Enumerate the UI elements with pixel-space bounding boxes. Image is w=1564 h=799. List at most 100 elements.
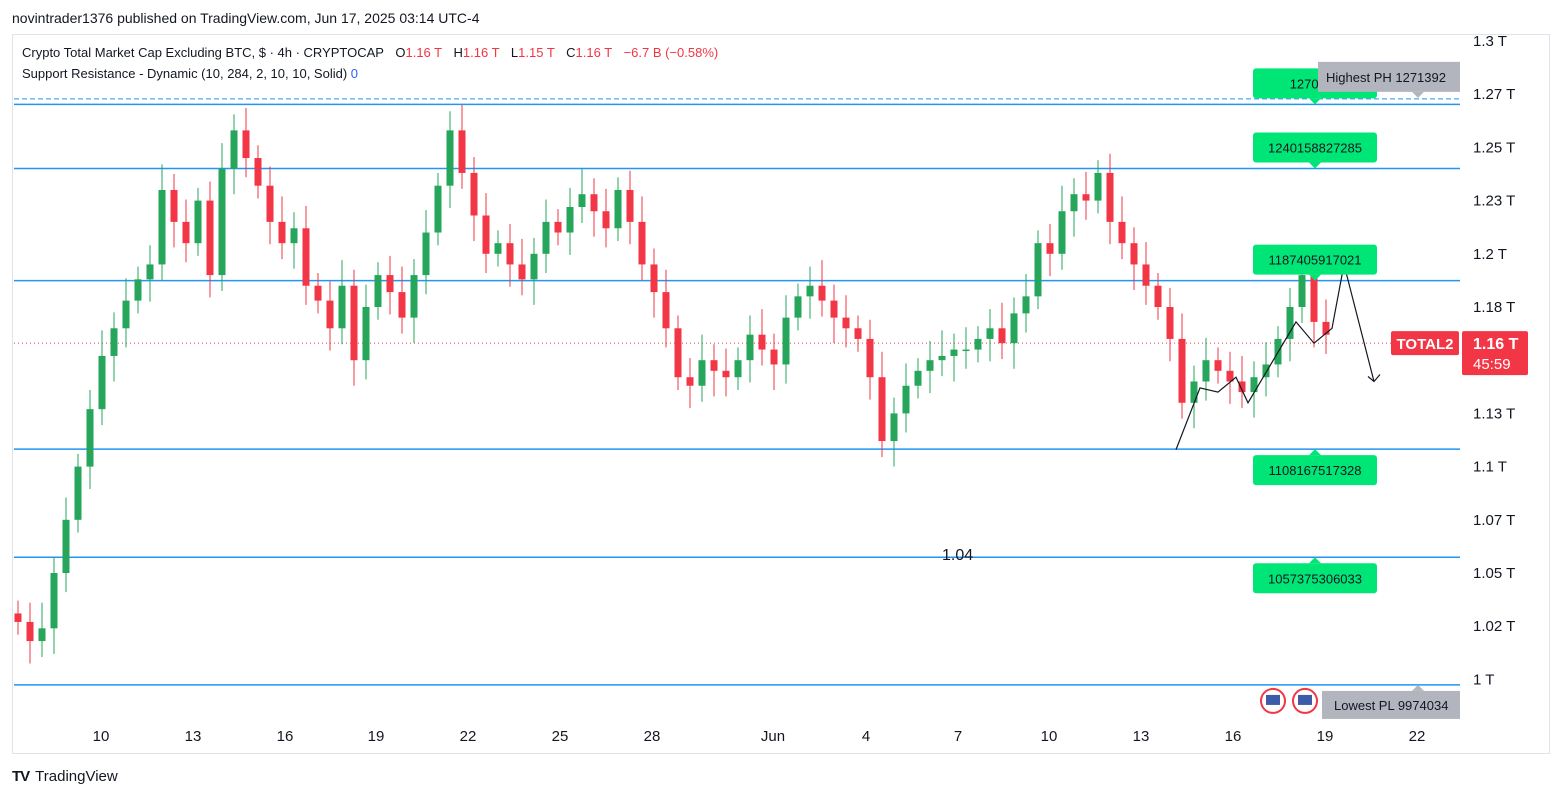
candle-body [1022,296,1030,314]
legend-indicator-name: Support Resistance - Dynamic (10, 284, 2… [22,66,348,81]
level-label-text: 1187405917021 [1268,253,1361,268]
candle-body [794,296,802,318]
legend-o-value: 1.16 T [405,45,442,60]
candle-body [1106,172,1114,222]
x-tick-label: 16 [1225,728,1242,745]
legend-h-label: H [453,45,463,60]
candle-body [638,221,646,265]
candle-body [62,519,70,573]
level-label-text: 1057375306033 [1268,571,1362,586]
x-tick-label: 13 [185,728,202,745]
level-label-tip [1309,274,1321,281]
us-flag-icon [1298,694,1312,705]
candle-body [1226,370,1234,382]
candle-body [338,285,346,329]
candle-body [410,275,418,318]
candle-body [746,334,754,361]
candle-body [962,349,970,352]
candle-body [350,285,358,361]
candle-body [374,275,382,307]
candle-body [482,215,490,254]
candle-body [734,360,742,378]
price-badge-layer: TOTAL2 1.16 T 45:59 [1391,331,1528,376]
candle-body [890,413,898,442]
candle-body [1070,194,1078,212]
candle-body [158,189,166,265]
candle-body [1202,360,1210,382]
candle-body [878,377,886,442]
brand-name: TradingView [35,768,118,785]
legend-c-label: C [566,45,576,60]
candle-body [38,628,46,642]
candle-body [662,292,670,329]
level-label-box [1253,563,1377,594]
legend-l-label: L [510,45,519,60]
level-label-tip [1309,557,1321,564]
candle-body [134,279,142,301]
candle-body [710,360,718,371]
chart-frame[interactable] [12,34,1550,754]
publish-caption: novintrader1376 published on TradingView… [12,10,480,26]
y-tick-label: 1.05 T [1473,565,1515,582]
highest-ph-tip [1412,91,1424,98]
candle-body [314,285,322,301]
annotation-text: 1.04 [942,547,973,564]
candle-body [50,573,58,629]
candle-body [1250,377,1258,393]
y-tick-label: 1.25 T [1473,139,1515,156]
level-label-tip [1309,449,1321,456]
legend-o-label: O [395,45,406,60]
candle-body [938,355,946,361]
candle-body [110,328,118,356]
candle-body [230,130,238,169]
legend-c-value: 1.16 T [575,45,612,60]
legend-indicator-line[interactable]: Support Resistance - Dynamic (10, 284, 2… [22,66,358,81]
x-tick-label: Jun [761,728,785,745]
x-tick-label: 10 [93,728,110,745]
candle-body [242,130,250,159]
candle-body [386,275,394,293]
candle-body [1286,307,1294,339]
lowest-pl-box [1322,690,1460,719]
candle-body [434,185,442,233]
candle-body [1142,264,1150,286]
x-tick-label: 22 [1409,728,1426,745]
candle-body [530,253,538,280]
candles-layer [14,104,1330,664]
candle-body [818,285,826,301]
lowest-pl-tip [1412,684,1424,691]
candle-body [1046,243,1054,254]
candle-body [1214,360,1222,371]
candle-body [614,189,622,229]
candle-body [866,338,874,378]
candle-body [782,317,790,365]
candle-body [206,200,214,276]
price-badge-countdown: 45:59 [1473,356,1511,373]
legend-l-value: 1.15 T [518,45,555,60]
candle-body [566,206,574,233]
candle-body [650,264,658,293]
candle-body [398,292,406,318]
y-tick-label: 1 T [1473,671,1494,688]
candle-body [1058,211,1066,254]
candle-body [626,189,634,222]
candle-body [1310,275,1318,322]
candle-body [998,328,1006,344]
symbol-badge-text: TOTAL2 [1397,336,1454,353]
y-tick-label: 1.2 T [1473,246,1507,263]
candle-body [902,385,910,414]
y-tick-label: 1.02 T [1473,618,1515,635]
us-flag-icon [1266,694,1280,705]
candle-body [986,328,994,339]
legend-change: −6.7 B (−0.58%) [623,45,719,60]
candle-body [698,360,706,386]
level-label-text: 1108167517328 [1268,463,1361,478]
candle-body [326,300,334,329]
candle-body [446,130,454,186]
tradingview-brand[interactable]: TV TradingView [12,768,118,785]
candle-body [1034,243,1042,297]
x-tick-label: 13 [1133,728,1150,745]
candle-body [122,300,130,329]
y-tick-label: 1.13 T [1473,405,1515,422]
